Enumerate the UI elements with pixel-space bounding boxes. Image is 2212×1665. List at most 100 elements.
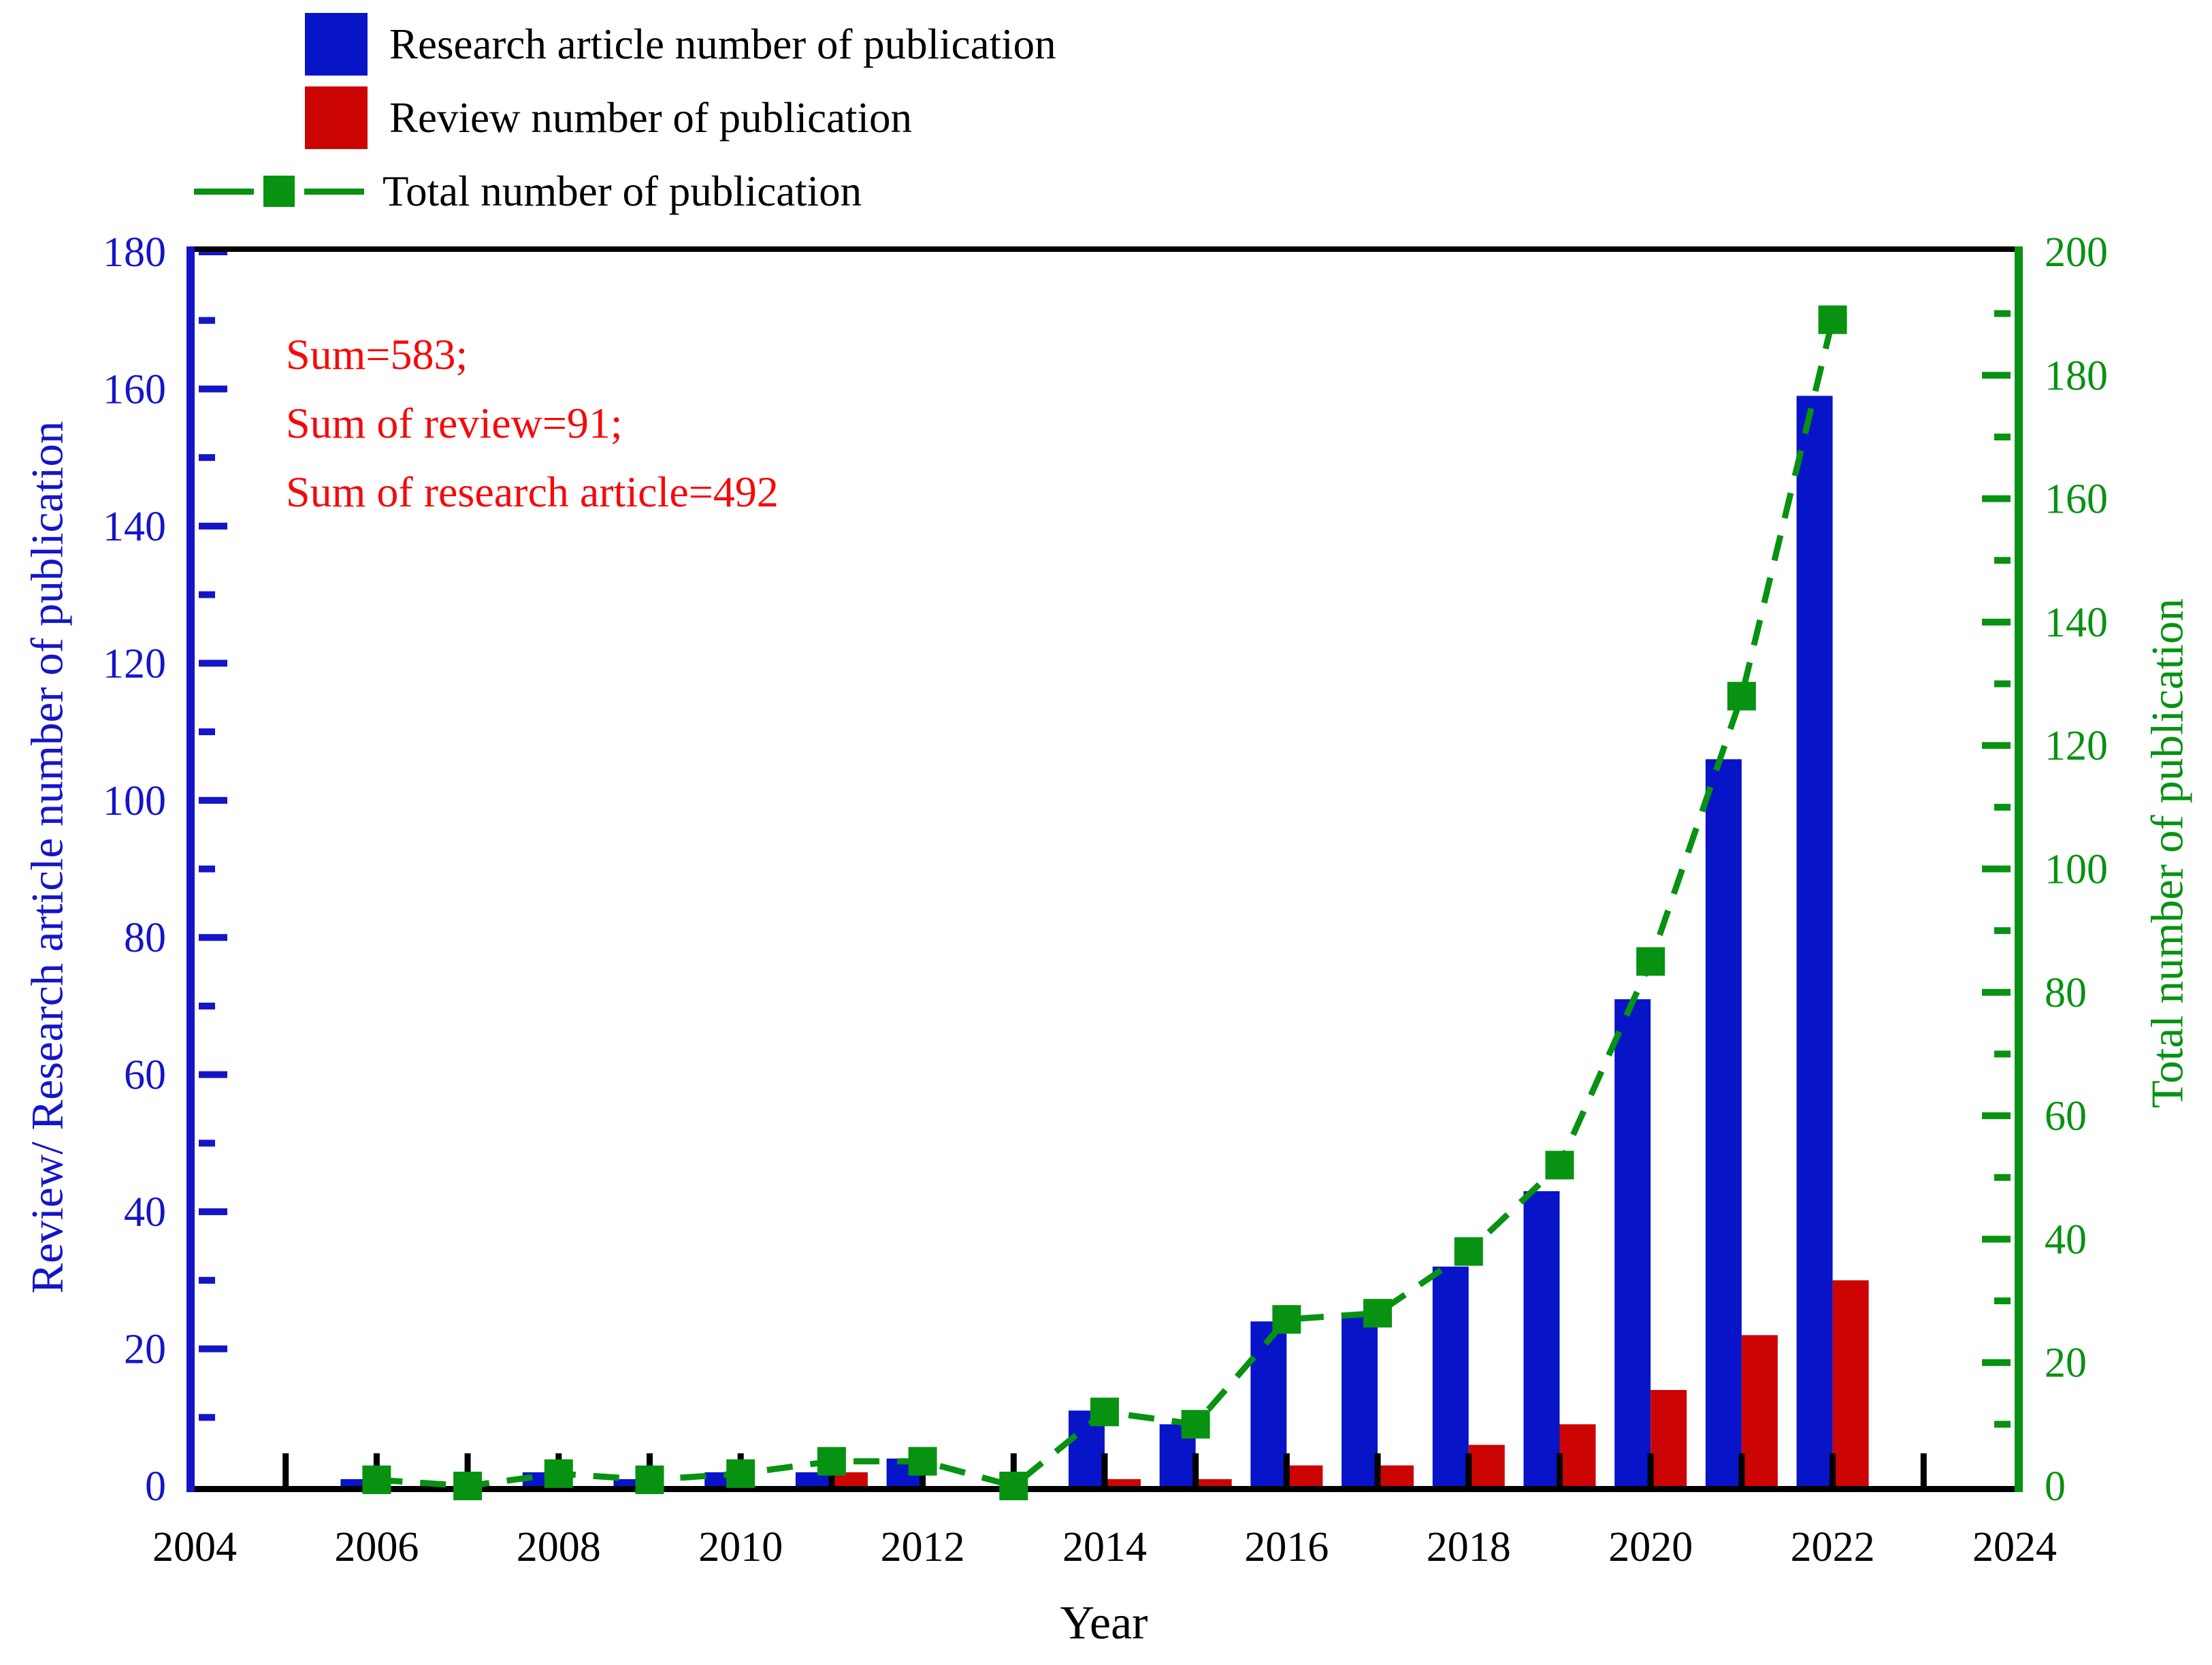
left-tick-label-60: 60 xyxy=(124,1052,166,1099)
total-marker-2016 xyxy=(1272,1305,1301,1334)
right-axis-line xyxy=(2015,246,2023,1492)
x-tick-label-2022: 2022 xyxy=(1791,1524,1875,1570)
left-tick-130 xyxy=(199,591,215,598)
left-tick-label-20: 20 xyxy=(124,1327,166,1373)
left-axis-title: Review/ Research article number of publi… xyxy=(22,421,73,1294)
legend-item-review: Review number of publication xyxy=(194,86,1056,150)
total-marker-2022 xyxy=(1818,305,1847,334)
right-tick-label-100: 100 xyxy=(2045,847,2108,893)
right-tick-50 xyxy=(1994,1174,2011,1181)
left-tick-60 xyxy=(199,1071,227,1078)
right-tick-150 xyxy=(1994,557,2011,564)
left-tick-110 xyxy=(199,728,215,736)
right-tick-60 xyxy=(1982,1112,2011,1120)
bar-review-2021 xyxy=(1741,1335,1778,1489)
left-tick-90 xyxy=(199,865,215,873)
left-tick-label-180: 180 xyxy=(103,229,166,276)
right-tick-label-80: 80 xyxy=(2045,970,2087,1016)
x-tick-2005 xyxy=(282,1453,289,1486)
x-tick-2013 xyxy=(1010,1453,1017,1486)
x-tick-label-2004: 2004 xyxy=(152,1524,237,1570)
x-tick-2007 xyxy=(464,1453,471,1486)
x-tick-label-2020: 2020 xyxy=(1608,1524,1693,1570)
right-tick-label-20: 20 xyxy=(2045,1340,2087,1387)
right-tick-label-140: 140 xyxy=(2045,600,2108,646)
x-tick-label-2016: 2016 xyxy=(1244,1524,1329,1570)
left-tick-150 xyxy=(199,454,215,462)
total-marker-2012 xyxy=(908,1446,937,1476)
right-tick-label-160: 160 xyxy=(2045,476,2108,523)
bar-review-2016 xyxy=(1286,1465,1323,1489)
x-tick-label-2006: 2006 xyxy=(334,1524,419,1570)
total-marker-2010 xyxy=(726,1459,755,1488)
x-tick-2020 xyxy=(1647,1453,1654,1486)
left-tick-170 xyxy=(199,317,215,324)
bar-research-2020 xyxy=(1614,999,1651,1489)
right-tick-label-60: 60 xyxy=(2045,1093,2087,1139)
left-tick-40 xyxy=(199,1208,227,1216)
total-marker-2011 xyxy=(817,1446,846,1476)
legend: Research article number of publication R… xyxy=(194,12,1056,223)
x-tick-label-2010: 2010 xyxy=(698,1524,783,1570)
right-tick-160 xyxy=(1982,495,2011,502)
legend-label-research: Research article number of publication xyxy=(389,20,1056,68)
total-line-marker-icon xyxy=(194,176,364,207)
right-tick-label-200: 200 xyxy=(2045,229,2108,276)
right-tick-180 xyxy=(1982,372,2011,379)
x-tick-label-2014: 2014 xyxy=(1062,1524,1147,1570)
legend-item-total: Total number of publication xyxy=(194,159,1056,223)
bar-review-2020 xyxy=(1650,1389,1687,1489)
right-tick-90 xyxy=(1994,927,2011,935)
x-tick-2021 xyxy=(1738,1453,1745,1486)
left-tick-label-120: 120 xyxy=(103,641,166,687)
bar-research-2016 xyxy=(1250,1321,1287,1489)
bar-research-2019 xyxy=(1523,1191,1560,1489)
x-axis-title: Year xyxy=(1060,1597,1148,1649)
right-axis-title: Total number of publication xyxy=(2142,598,2193,1108)
right-tick-20 xyxy=(1982,1359,2011,1366)
legend-item-research: Research article number of publication xyxy=(194,12,1056,76)
left-axis-line xyxy=(186,246,195,1492)
total-marker-2017 xyxy=(1363,1299,1393,1328)
left-tick-50 xyxy=(199,1139,215,1147)
right-tick-130 xyxy=(1994,680,2011,688)
left-tick-label-100: 100 xyxy=(103,778,166,824)
left-tick-80 xyxy=(199,934,227,941)
x-tick-2023 xyxy=(1920,1453,1927,1486)
left-tick-100 xyxy=(199,796,227,804)
x-tick-2017 xyxy=(1374,1453,1381,1486)
x-tick-label-2018: 2018 xyxy=(1427,1524,1511,1570)
total-marker-2019 xyxy=(1545,1150,1574,1180)
right-tick-30 xyxy=(1994,1297,2011,1305)
total-marker-2013 xyxy=(999,1472,1028,1500)
right-tick-label-120: 120 xyxy=(2045,723,2108,769)
x-tick-label-2024: 2024 xyxy=(1972,1524,2057,1570)
right-tick-190 xyxy=(1994,310,2011,317)
total-marker-2015 xyxy=(1181,1410,1210,1439)
right-tick-140 xyxy=(1982,618,2011,626)
x-tick-2016 xyxy=(1283,1453,1290,1486)
right-tick-label-0: 0 xyxy=(2045,1464,2066,1510)
x-tick-2022 xyxy=(1829,1453,1836,1486)
annotation-line-review-sum: Sum of review=91; xyxy=(286,399,623,447)
total-marker-2009 xyxy=(635,1465,664,1494)
right-tick-label-180: 180 xyxy=(2045,353,2108,399)
left-tick-70 xyxy=(199,1002,215,1009)
bar-review-2018 xyxy=(1468,1444,1505,1489)
legend-label-review: Review number of publication xyxy=(389,93,913,142)
total-marker-2018 xyxy=(1454,1237,1483,1266)
x-tick-label-2008: 2008 xyxy=(517,1524,601,1570)
total-marker-2006 xyxy=(362,1465,391,1494)
right-tick-110 xyxy=(1994,803,2011,811)
bar-research-2022 xyxy=(1796,395,1833,1489)
plot-top-border xyxy=(186,246,2023,252)
left-tick-160 xyxy=(199,385,227,393)
annotation-line-research-sum: Sum of research article=492 xyxy=(286,468,779,516)
x-axis-line xyxy=(186,1486,2023,1492)
right-tick-170 xyxy=(1994,433,2011,440)
right-tick-40 xyxy=(1982,1235,2011,1243)
bar-research-2018 xyxy=(1432,1266,1469,1489)
bar-research-2021 xyxy=(1705,759,1742,1489)
